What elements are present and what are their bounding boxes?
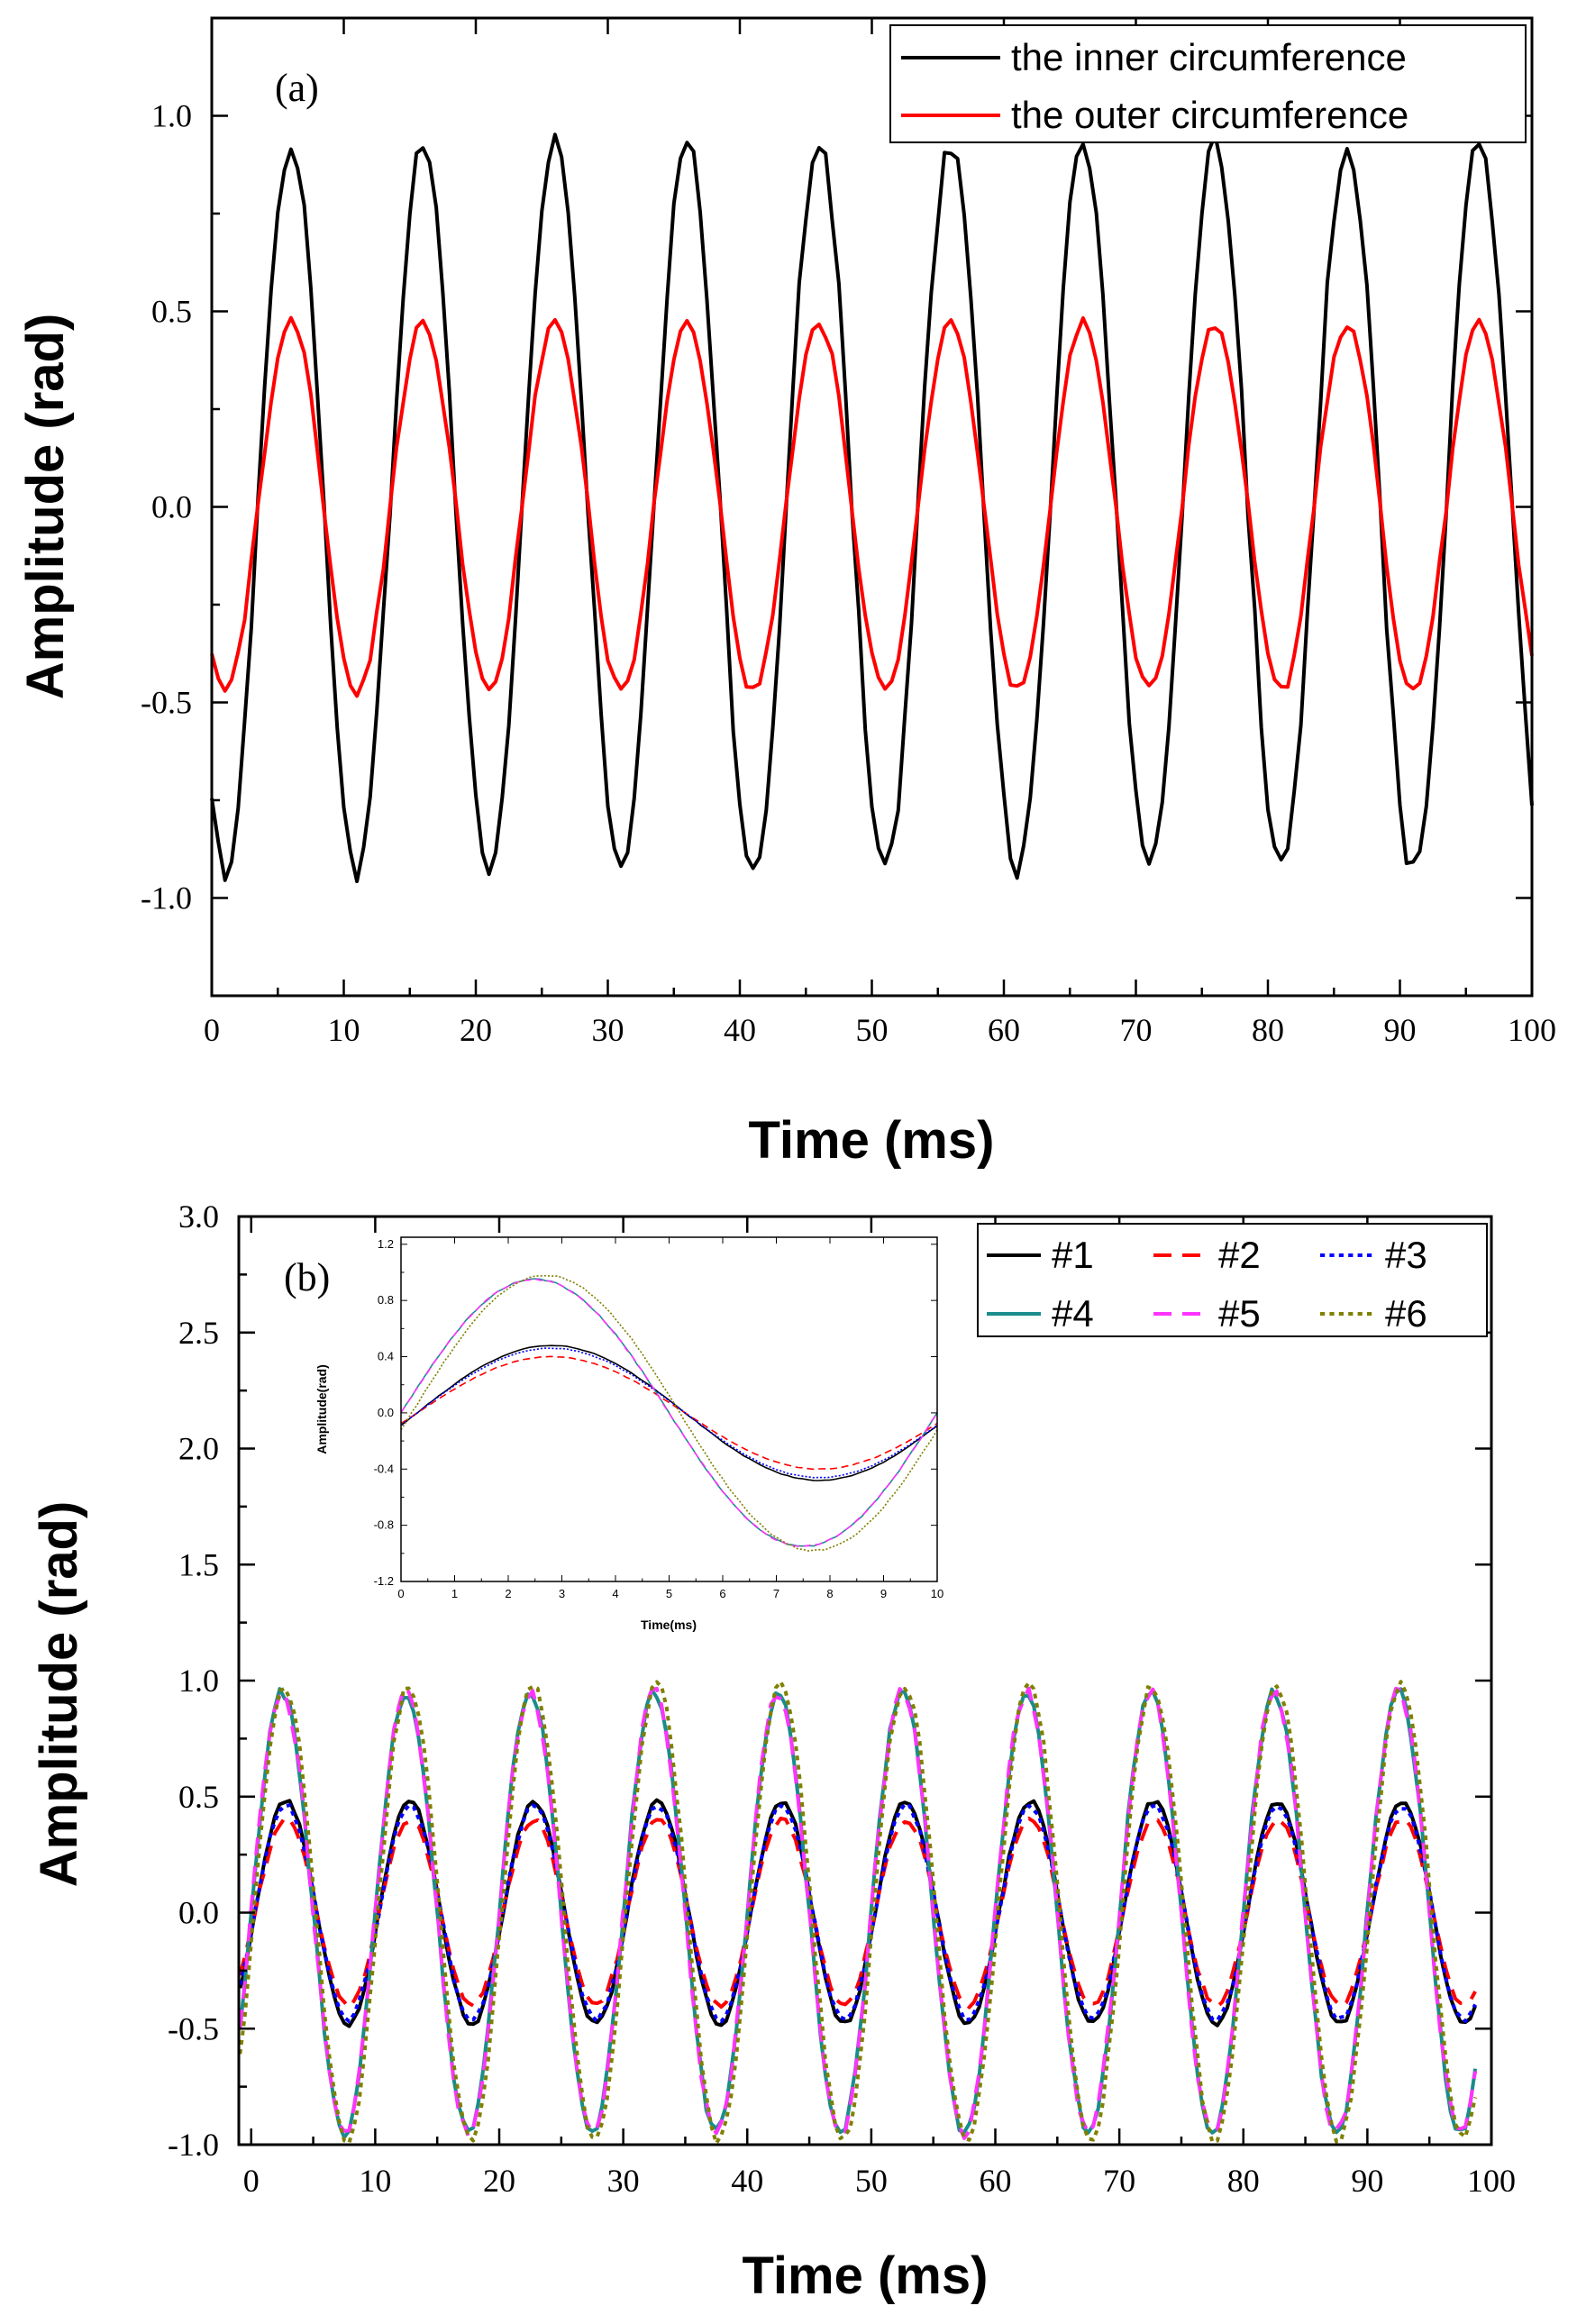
y-tick-label: 0.4 — [378, 1350, 394, 1363]
x-tick-label: 90 — [1384, 1012, 1417, 1048]
x-tick-label: 40 — [724, 1012, 756, 1048]
x-tick-label: 3 — [559, 1587, 565, 1600]
x-tick-label: 8 — [826, 1587, 833, 1600]
x-tick-label: 0 — [243, 2163, 260, 2199]
legend-label: #6 — [1385, 1292, 1427, 1335]
inset-xlabel: Time(ms) — [641, 1618, 697, 1632]
chart-a-ticks: 0 10 20 30 40 50 60 70 80 90 100 -1.0 -0.5 0.0 0.5 1.0 — [141, 18, 1556, 1048]
x-tick-label: 6 — [719, 1587, 725, 1600]
y-tick-label: -0.5 — [168, 2010, 219, 2046]
series-line-1 — [400, 1344, 938, 1481]
x-tick-label: 1 — [451, 1587, 458, 1600]
series-line-6 — [400, 1274, 938, 1552]
x-tick-label: 20 — [483, 2163, 515, 2199]
y-tick-label: 1.0 — [178, 1663, 219, 1699]
legend-label: #1 — [1052, 1234, 1094, 1276]
chart-a-ylabel: Amplitude (rad) — [16, 314, 75, 700]
inset-plot-lines — [400, 1274, 938, 1552]
y-tick-label: 1.5 — [178, 1546, 219, 1582]
chart-a-panel-label: (a) — [275, 66, 319, 110]
x-tick-label: 9 — [880, 1587, 887, 1600]
x-tick-label: 2 — [505, 1587, 511, 1600]
x-tick-label: 80 — [1252, 1012, 1284, 1048]
x-tick-label: 5 — [666, 1587, 672, 1600]
x-tick-label: 70 — [1120, 1012, 1153, 1048]
chart-b-ticks: 0 10 20 30 40 50 60 70 80 90 100-1.0-0.50.00.51.01… — [168, 1198, 1516, 2199]
y-tick-label: 3.0 — [178, 1198, 219, 1235]
chart-panel-a: 0 10 20 30 40 50 60 70 80 90 100-1.0-0.50.00.51.0 … — [16, 16, 1556, 1170]
x-tick-label: 50 — [855, 2163, 888, 2199]
x-tick-label: 0 — [397, 1587, 404, 1600]
series-line-2 — [238, 1816, 1477, 2010]
y-tick-label: 0.5 — [178, 1779, 219, 1815]
chart-a-xlabel: Time (ms) — [749, 1111, 995, 1170]
x-tick-label: 10 — [328, 1012, 360, 1048]
y-tick-label: -1.0 — [141, 880, 192, 916]
y-tick-label: 1.0 — [151, 98, 192, 134]
chart-panel-b: 0 10 20 30 40 50 60 70 80 90 100-1.0-0.50.00.51.01… — [30, 1198, 1516, 2305]
x-tick-label: 10 — [359, 2163, 391, 2199]
y-tick-label: 0.0 — [378, 1406, 394, 1419]
x-tick-label: 4 — [612, 1587, 618, 1600]
y-tick-label: 0.0 — [151, 489, 192, 525]
x-tick-label: 60 — [980, 2163, 1012, 2199]
inset-ylabel: Amplitude(rad) — [314, 1364, 329, 1454]
series-line-5 — [238, 1686, 1478, 2140]
x-tick-label: 80 — [1227, 2163, 1260, 2199]
y-tick-label: -1.2 — [374, 1574, 394, 1588]
chart-b-legend: #1 #2 #3 #4 #5 #6 — [977, 1223, 1488, 1337]
chart-b-plot-lines — [238, 1680, 1478, 2146]
chart-a-legend: the inner circumference the outer circumf… — [889, 24, 1527, 143]
legend-label: #3 — [1385, 1234, 1427, 1276]
x-tick-label: 10 — [931, 1587, 943, 1600]
chart-b-panel-label: (b) — [284, 1255, 330, 1299]
x-tick-label: 60 — [988, 1012, 1020, 1048]
legend-label: #2 — [1218, 1234, 1261, 1276]
series-line-3 — [400, 1347, 938, 1479]
series-line-the-outer-circumference — [210, 315, 1534, 698]
inset-ticks: 0 1 2 3 4 5 6 7 8 9 10 -1.2 -0.8 -0.4 0.0 0.4 0.8 1.2 — [374, 1237, 944, 1600]
x-tick-label: 30 — [592, 1012, 624, 1048]
x-tick-label: 20 — [460, 1012, 492, 1048]
y-tick-label: 2.0 — [178, 1431, 219, 1467]
chart-b-ylabel: Amplitude (rad) — [30, 1501, 88, 1888]
y-tick-label: -0.5 — [141, 685, 192, 721]
y-tick-label: 2.5 — [178, 1315, 219, 1351]
y-tick-label: 1.2 — [378, 1237, 394, 1251]
series-line-3 — [238, 1802, 1477, 2024]
y-tick-label: -0.4 — [374, 1462, 394, 1475]
chart-b-inset: 0 1 2 3 4 5 6 7 8 9 10 -1.2 -0.8 -0.4 0.0 0.4 0.8 1.2 Tim… — [314, 1235, 943, 1632]
legend-label: #4 — [1052, 1292, 1094, 1335]
y-tick-label: 0.5 — [151, 294, 192, 330]
legend-label: #5 — [1218, 1292, 1261, 1335]
series-line-the-inner-circumference — [210, 132, 1534, 884]
x-tick-label: 40 — [731, 2163, 763, 2199]
y-tick-label: -1.0 — [168, 2127, 219, 2163]
x-tick-label: 30 — [607, 2163, 640, 2199]
legend-label: the inner circumference — [1011, 36, 1407, 78]
x-tick-label: 90 — [1351, 2163, 1383, 2199]
series-line-2 — [400, 1355, 938, 1471]
y-tick-label: 0.8 — [378, 1293, 394, 1307]
y-tick-label: 0.0 — [178, 1895, 219, 1931]
legend-label: the outer circumference — [1011, 94, 1408, 136]
x-tick-label: 70 — [1103, 2163, 1135, 2199]
x-tick-label: 50 — [856, 1012, 889, 1048]
x-tick-label: 100 — [1508, 1012, 1556, 1048]
chart-b-xlabel: Time (ms) — [743, 2247, 989, 2305]
x-tick-label: 7 — [773, 1587, 779, 1600]
chart-a-plot-lines — [210, 132, 1534, 884]
series-line-6 — [238, 1680, 1478, 2146]
x-tick-label: 100 — [1467, 2163, 1516, 2199]
x-tick-label: 0 — [204, 1012, 220, 1048]
series-line-5 — [400, 1278, 938, 1547]
y-tick-label: -0.8 — [374, 1518, 394, 1532]
